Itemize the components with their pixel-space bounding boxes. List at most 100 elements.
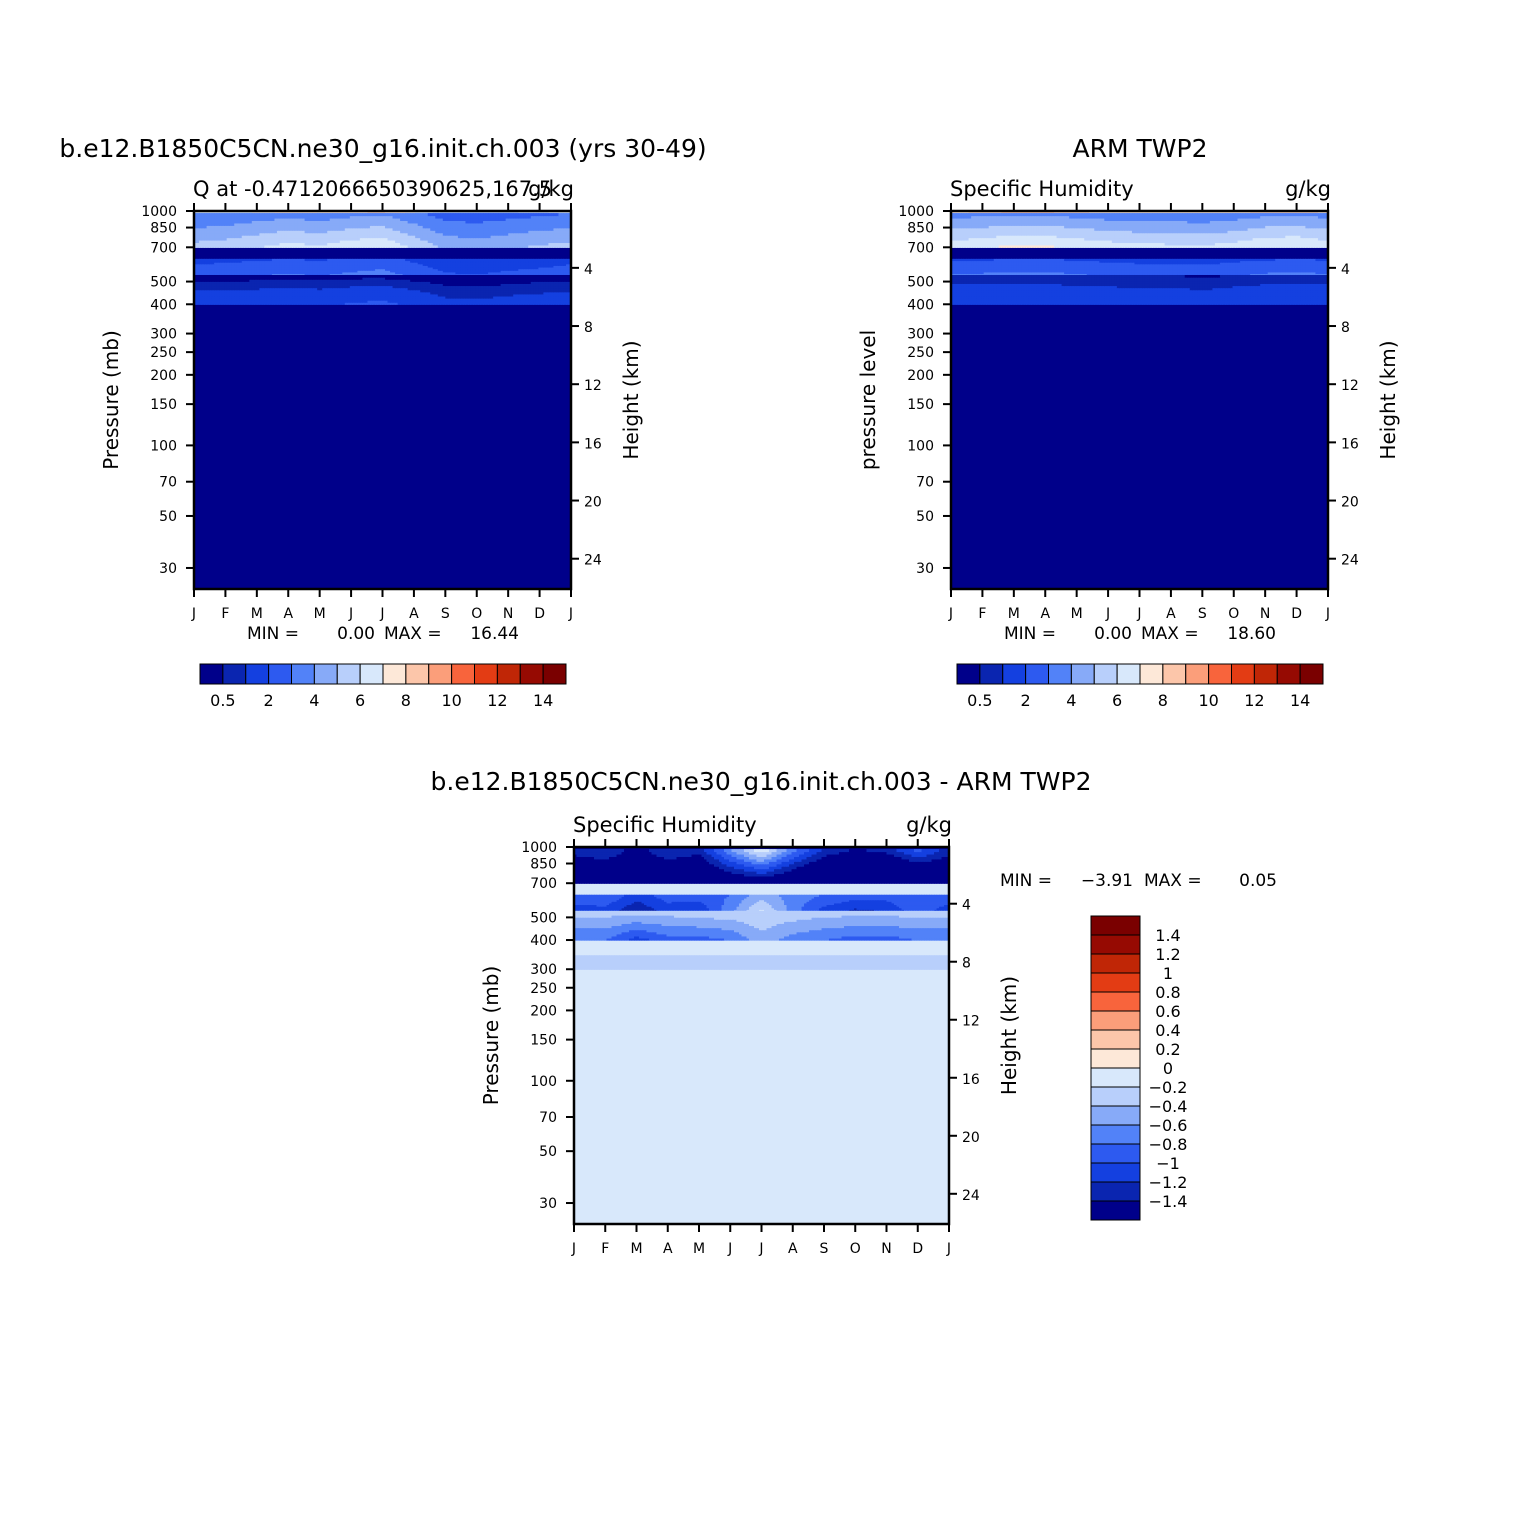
colorbar-box <box>1090 953 1141 974</box>
colorbar-box <box>1090 1048 1141 1069</box>
colorbar-box <box>336 663 361 685</box>
colorbar: 1.41.210.80.60.40.20−0.2−0.4−0.6−0.8−1−1… <box>1090 915 1188 1221</box>
colorbar-box <box>1070 663 1095 685</box>
x-tick-label: A <box>663 1241 673 1257</box>
x-tick-label: F <box>601 1241 609 1257</box>
colorbar-label: −0.6 <box>1149 1116 1188 1135</box>
colorbar-box <box>313 663 338 685</box>
colorbar-box <box>1090 991 1141 1012</box>
colorbar-box <box>1090 1162 1141 1183</box>
x-tick-label: J <box>948 606 953 622</box>
x-tick-label: M <box>1008 606 1020 622</box>
left-string: Specific Humidity <box>950 177 1134 201</box>
colorbar-box <box>1090 1200 1141 1221</box>
x-tick-label: A <box>409 606 419 622</box>
y-right-tick-label: 20 <box>584 495 602 511</box>
colorbar-label: 12 <box>487 691 507 710</box>
colorbar-label: 4 <box>1066 691 1076 710</box>
y-tick-label: 30 <box>539 1196 557 1212</box>
colorbar-label: 12 <box>1244 691 1264 710</box>
colorbar-label: 14 <box>533 691 553 710</box>
contour-field <box>194 211 571 589</box>
x-tick-label: O <box>850 1241 861 1257</box>
y-tick-label: 70 <box>539 1110 557 1126</box>
colorbar-box <box>405 663 430 685</box>
chart-title: b.e12.B1850C5CN.ne30_g16.init.ch.003 (yr… <box>59 134 706 163</box>
colorbar-label: 1 <box>1163 964 1173 983</box>
colorbar-box <box>1116 663 1141 685</box>
y-right-tick-label: 12 <box>1341 378 1359 394</box>
y-tick-label: 70 <box>159 475 177 491</box>
x-tick-label: M <box>693 1241 705 1257</box>
min-label: MIN = <box>1000 871 1052 891</box>
max-label: MAX = <box>1144 871 1202 891</box>
y-tick-label: 700 <box>907 240 934 256</box>
x-tick-label: N <box>881 1241 891 1257</box>
colorbar-label: 0.8 <box>1155 983 1180 1002</box>
min-value: 0.00 <box>337 624 375 644</box>
y-right-tick-label: 16 <box>1341 436 1359 452</box>
colorbar-label: 0 <box>1163 1059 1173 1078</box>
y-tick-label: 400 <box>907 297 934 313</box>
y-right-tick-label: 20 <box>1341 495 1359 511</box>
colorbar-label: −1.4 <box>1149 1192 1188 1211</box>
x-tick-label: M <box>1071 606 1083 622</box>
x-tick-label: A <box>1040 606 1050 622</box>
colorbar: 0.5 2 4 6 8 10 12 14 <box>199 663 567 710</box>
y-tick-label: 850 <box>150 221 177 237</box>
y-right-axis-label: Height (km) <box>1376 340 1400 459</box>
x-tick-label: J <box>1136 606 1141 622</box>
colorbar-label: 2 <box>1021 691 1031 710</box>
y-right-tick-label: 4 <box>1341 262 1350 278</box>
x-tick-label: N <box>1260 606 1270 622</box>
colorbar-label: 1.2 <box>1155 945 1180 964</box>
y-right-axis-label: Height (km) <box>997 976 1021 1095</box>
y-tick-label: 200 <box>907 368 934 384</box>
right-string: g/kg <box>1285 177 1331 201</box>
chart-panel-3: J F M A M J J A S O N D J305070100150200250300400500… <box>431 767 1277 1257</box>
colorbar-label: 14 <box>1290 691 1310 710</box>
colorbar-box <box>1139 663 1164 685</box>
x-tick-label: J <box>568 606 573 622</box>
colorbar-label: 6 <box>1112 691 1122 710</box>
y-tick-label: 150 <box>530 1033 557 1049</box>
contour-field <box>574 847 949 1224</box>
colorbar-box <box>496 663 521 685</box>
colorbar-box <box>979 663 1004 685</box>
y-tick-label: 500 <box>907 275 934 291</box>
colorbar-box <box>1090 1181 1141 1202</box>
y-right-tick-label: 8 <box>962 956 971 972</box>
colorbar-label: −1.2 <box>1149 1173 1188 1192</box>
y-right-tick-label: 4 <box>962 898 971 914</box>
colorbar-box <box>1090 1143 1141 1164</box>
max-label: MAX = <box>384 624 442 644</box>
colorbar-box <box>1090 1105 1141 1126</box>
max-label: MAX = <box>1141 624 1199 644</box>
x-tick-label: O <box>1228 606 1239 622</box>
y-tick-label: 50 <box>539 1144 557 1160</box>
y-tick-label: 500 <box>150 275 177 291</box>
min-label: MIN = <box>1004 624 1056 644</box>
y-right-tick-label: 24 <box>1341 553 1359 569</box>
x-tick-label: D <box>912 1241 923 1257</box>
colorbar-label: 10 <box>441 691 461 710</box>
x-tick-label: J <box>727 1241 732 1257</box>
colorbar-box <box>1208 663 1232 685</box>
y-tick-label: 400 <box>150 297 177 313</box>
colorbar-box <box>542 663 567 685</box>
colorbar-box <box>1025 663 1049 685</box>
colorbar-box <box>1093 663 1118 685</box>
colorbar-box <box>519 663 544 685</box>
y-tick-label: 700 <box>530 876 557 892</box>
x-tick-label: M <box>251 606 263 622</box>
y-tick-label: 250 <box>150 345 177 361</box>
x-tick-label: S <box>1198 606 1207 622</box>
y-axis-label: pressure level <box>856 330 880 470</box>
y-tick-label: 400 <box>530 933 557 949</box>
colorbar-box <box>1090 1010 1141 1031</box>
y-right-tick-label: 8 <box>1341 320 1350 336</box>
colorbar-label: −0.2 <box>1149 1078 1188 1097</box>
y-tick-label: 200 <box>530 1003 557 1019</box>
min-value: 0.00 <box>1094 624 1132 644</box>
